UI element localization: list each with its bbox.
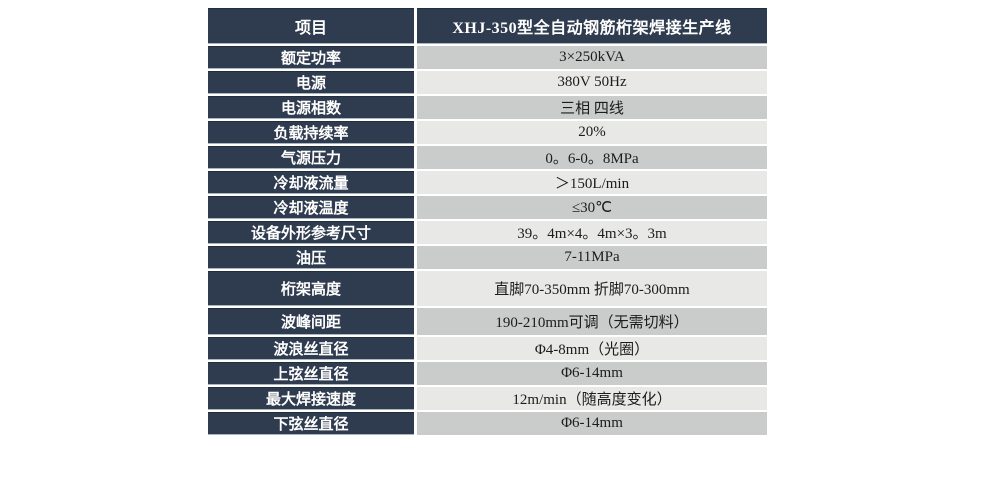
table-row: 负载持续率 20% (208, 121, 767, 144)
spec-value: 39。4m×4。4m×3。3m (417, 221, 767, 244)
table-row: 冷却液温度 ≤30℃ (208, 196, 767, 219)
spec-label: 桁架高度 (208, 271, 414, 306)
table-row: 电源 380V 50Hz (208, 71, 767, 94)
spec-value: 12m/min（随高度变化） (417, 387, 767, 410)
spec-value: 380V 50Hz (417, 71, 767, 94)
spec-value: ≤30℃ (417, 196, 767, 219)
table-row: 最大焊接速度 12m/min（随高度变化） (208, 387, 767, 410)
spec-table-header: 项目 XHJ-350型全自动钢筋桁架焊接生产线 (208, 8, 767, 44)
spec-value: Φ4-8mm（光圈） (417, 337, 767, 360)
spec-value: 190-210mm可调（无需切料） (417, 308, 767, 335)
spec-value: Φ6-14mm (417, 412, 767, 435)
spec-label: 最大焊接速度 (208, 387, 414, 410)
table-row: 桁架高度 直脚70-350mm 折脚70-300mm (208, 271, 767, 306)
spec-label: 油压 (208, 246, 414, 269)
spec-table: 项目 XHJ-350型全自动钢筋桁架焊接生产线 额定功率 3×250kVA 电源 38… (205, 6, 770, 437)
header-cell-product-title: XHJ-350型全自动钢筋桁架焊接生产线 (417, 8, 767, 44)
spec-value: 3×250kVA (417, 46, 767, 69)
spec-table-body: 额定功率 3×250kVA 电源 380V 50Hz 电源相数 三相 四线 负载持续率 20%… (208, 46, 767, 435)
spec-value: ＞150L/min (417, 171, 767, 194)
spec-label: 设备外形参考尺寸 (208, 221, 414, 244)
header-row: 项目 XHJ-350型全自动钢筋桁架焊接生产线 (208, 8, 767, 44)
spec-label: 负载持续率 (208, 121, 414, 144)
spec-label: 波浪丝直径 (208, 337, 414, 360)
spec-label: 额定功率 (208, 46, 414, 69)
spec-label: 下弦丝直径 (208, 412, 414, 435)
spec-value: 20% (417, 121, 767, 144)
spec-label: 电源 (208, 71, 414, 94)
table-row: 电源相数 三相 四线 (208, 96, 767, 119)
spec-value: 7-11MPa (417, 246, 767, 269)
header-cell-item: 项目 (208, 8, 414, 44)
spec-label: 波峰间距 (208, 308, 414, 335)
spec-label: 冷却液温度 (208, 196, 414, 219)
table-row: 油压 7-11MPa (208, 246, 767, 269)
table-row: 冷却液流量 ＞150L/min (208, 171, 767, 194)
spec-value: Φ6-14mm (417, 362, 767, 385)
spec-label: 气源压力 (208, 146, 414, 169)
spec-value: 0。6-0。8MPa (417, 146, 767, 169)
spec-label: 上弦丝直径 (208, 362, 414, 385)
table-row: 气源压力 0。6-0。8MPa (208, 146, 767, 169)
table-row: 额定功率 3×250kVA (208, 46, 767, 69)
spec-value: 三相 四线 (417, 96, 767, 119)
table-row: 设备外形参考尺寸 39。4m×4。4m×3。3m (208, 221, 767, 244)
table-row: 上弦丝直径 Φ6-14mm (208, 362, 767, 385)
table-row: 下弦丝直径 Φ6-14mm (208, 412, 767, 435)
table-row: 波浪丝直径 Φ4-8mm（光圈） (208, 337, 767, 360)
table-row: 波峰间距 190-210mm可调（无需切料） (208, 308, 767, 335)
spec-value: 直脚70-350mm 折脚70-300mm (417, 271, 767, 306)
spec-label: 冷却液流量 (208, 171, 414, 194)
spec-label: 电源相数 (208, 96, 414, 119)
